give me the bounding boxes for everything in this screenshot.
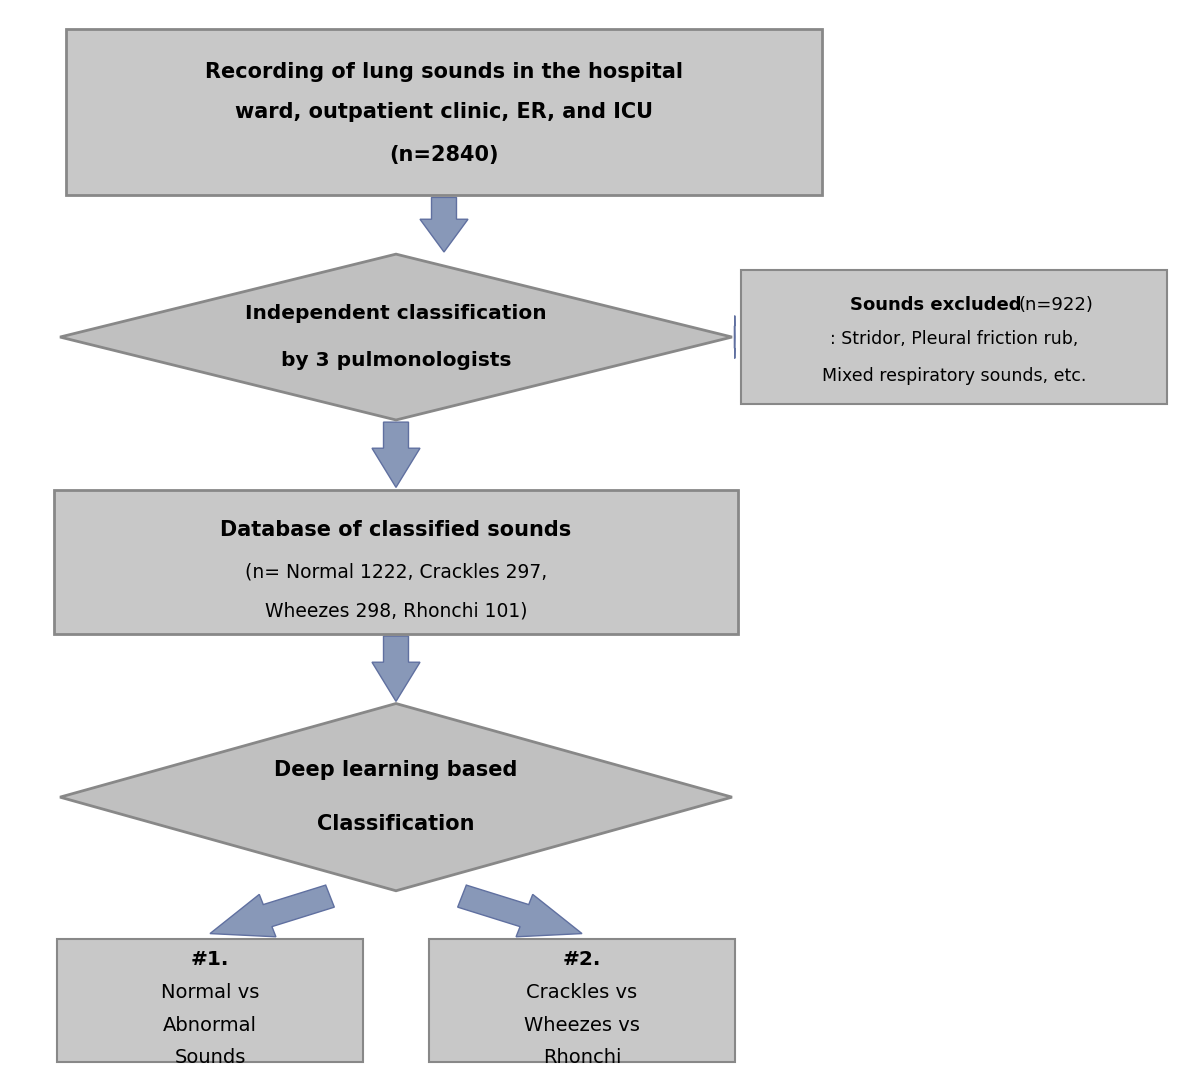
FancyBboxPatch shape (66, 29, 822, 195)
Polygon shape (372, 422, 420, 488)
Text: Independent classification: Independent classification (245, 304, 547, 323)
Text: Rhonchi: Rhonchi (542, 1048, 622, 1067)
Text: #1.: #1. (191, 950, 229, 969)
Text: Deep learning based: Deep learning based (275, 761, 517, 780)
Text: Wheezes vs: Wheezes vs (524, 1015, 640, 1035)
Polygon shape (372, 636, 420, 702)
Text: by 3 pulmonologists: by 3 pulmonologists (281, 351, 511, 370)
Polygon shape (60, 704, 732, 890)
Text: Sounds excluded: Sounds excluded (851, 296, 1021, 314)
Text: Wheezes 298, Rhonchi 101): Wheezes 298, Rhonchi 101) (265, 601, 527, 621)
Text: (n= Normal 1222, Crackles 297,: (n= Normal 1222, Crackles 297, (245, 563, 547, 582)
Text: Mixed respiratory sounds, etc.: Mixed respiratory sounds, etc. (822, 367, 1086, 384)
Text: Crackles vs: Crackles vs (527, 983, 637, 1003)
Text: Recording of lung sounds in the hospital: Recording of lung sounds in the hospital (205, 62, 683, 81)
FancyBboxPatch shape (430, 939, 734, 1061)
Text: Sounds: Sounds (174, 1048, 246, 1067)
Text: (n=2840): (n=2840) (389, 146, 499, 165)
Text: : Stridor, Pleural friction rub,: : Stridor, Pleural friction rub, (830, 331, 1078, 348)
Polygon shape (210, 885, 335, 937)
FancyBboxPatch shape (54, 489, 738, 633)
Polygon shape (60, 254, 732, 419)
FancyBboxPatch shape (56, 939, 364, 1061)
Text: Abnormal: Abnormal (163, 1015, 257, 1035)
Text: #2.: #2. (563, 950, 601, 969)
Text: (n=922): (n=922) (1019, 296, 1093, 314)
Polygon shape (457, 885, 582, 937)
Text: Classification: Classification (317, 814, 475, 834)
Text: ward, outpatient clinic, ER, and ICU: ward, outpatient clinic, ER, and ICU (235, 103, 653, 122)
Text: Normal vs: Normal vs (161, 983, 259, 1003)
Polygon shape (420, 197, 468, 251)
FancyBboxPatch shape (742, 270, 1166, 403)
Text: Database of classified sounds: Database of classified sounds (221, 520, 571, 539)
